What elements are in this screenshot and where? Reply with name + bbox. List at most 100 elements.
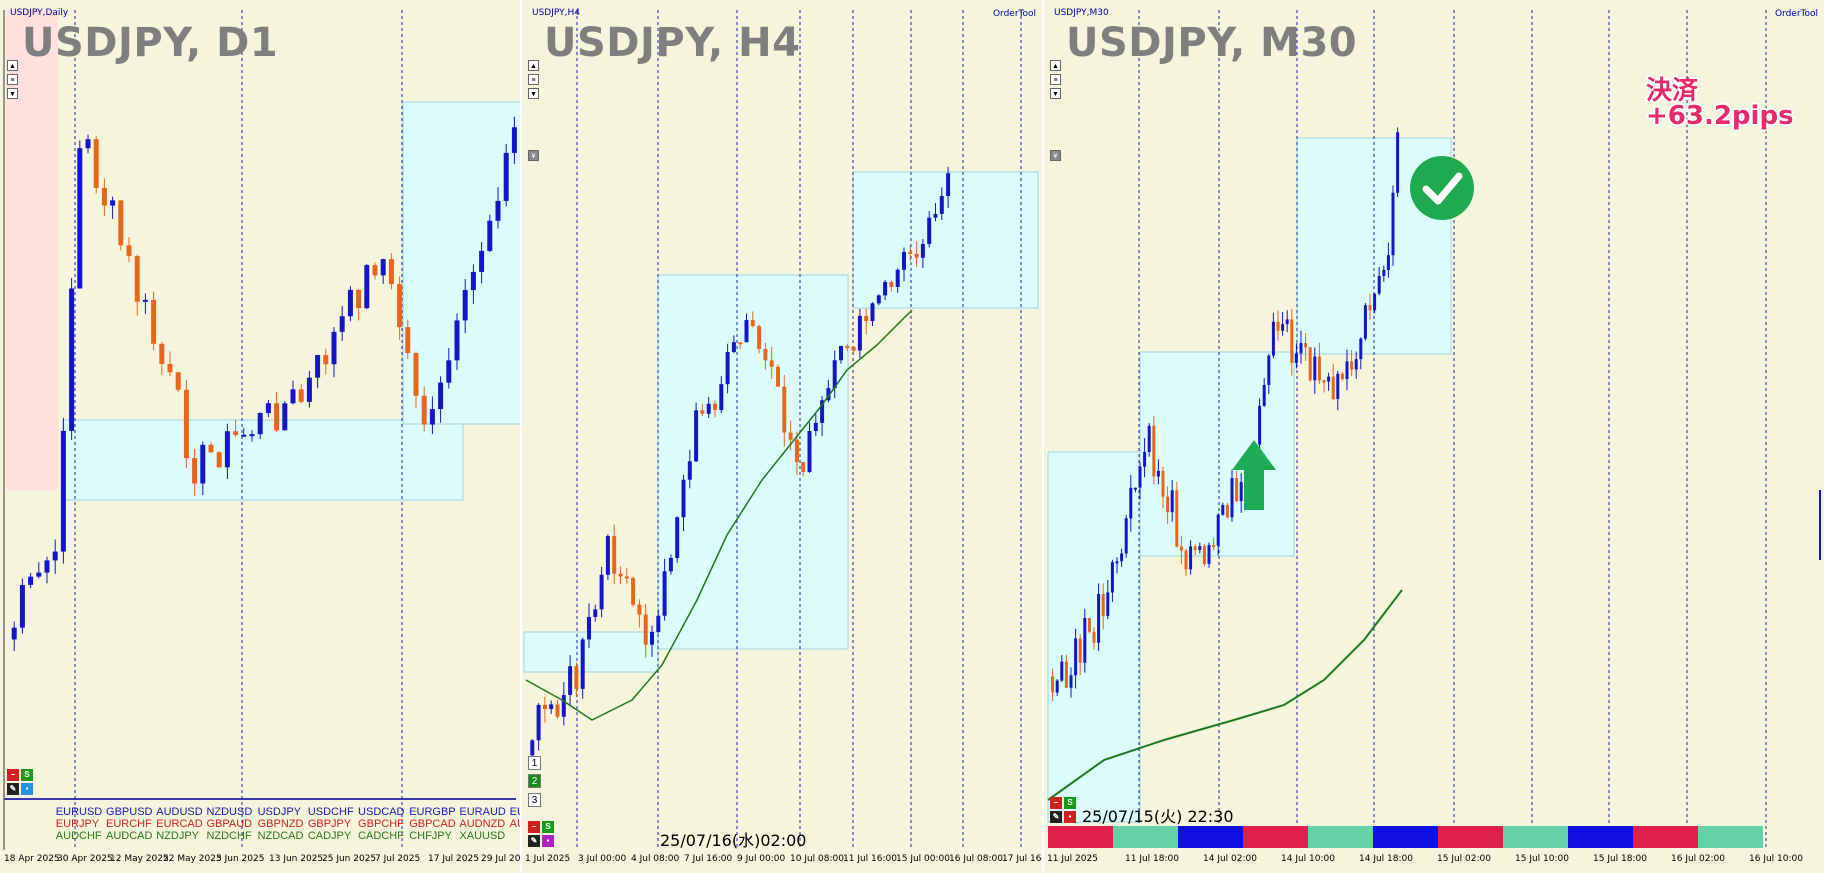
- m30-candle-body: [1368, 305, 1372, 311]
- m30-candle-body: [1124, 518, 1128, 554]
- m30-square-icon[interactable]: ▪: [1064, 811, 1076, 823]
- currency-pair-link[interactable]: NZDCHF: [206, 830, 252, 842]
- h4-square-icon[interactable]: ▪: [542, 835, 554, 847]
- m30-s-button[interactable]: S: [1064, 797, 1076, 809]
- level-button-3[interactable]: 3: [528, 793, 541, 807]
- currency-pair-link[interactable]: EURGBP: [409, 806, 456, 818]
- h4-candle-body: [908, 251, 913, 254]
- currency-pair-link[interactable]: NZDJPY: [156, 830, 200, 842]
- time-axis-label: 3 Jun 2025: [216, 854, 265, 864]
- d1-square-icon[interactable]: ▪: [21, 783, 33, 795]
- timeframe-icon[interactable]: ≡: [1050, 74, 1061, 85]
- m30-candle-body: [1101, 594, 1105, 616]
- scroll-down-icon[interactable]: ▼: [7, 88, 18, 99]
- chart-panel-d1[interactable]: USDJPY,Daily USDJPY, D1 ▲ ≡ ▼ − S ✎ ▪ EU…: [0, 0, 520, 873]
- d1-minus-button[interactable]: −: [7, 769, 19, 781]
- currency-pair-link[interactable]: GBPCAD: [409, 818, 456, 830]
- currency-pair-link[interactable]: GBPUSD: [106, 806, 153, 818]
- h4-chart-canvas: [522, 0, 1042, 873]
- timeframe-icon[interactable]: ≡: [528, 74, 539, 85]
- m30-ordertool-label[interactable]: OrderTool: [1774, 9, 1818, 19]
- h4-candle-body: [656, 615, 661, 632]
- h4-ordertool-label[interactable]: OrderTool: [992, 9, 1036, 19]
- h4-s-button[interactable]: S: [542, 821, 554, 833]
- chart-panel-h4[interactable]: USDJPY,H4 OrderTool USDJPY, H4 ▲ ≡ ▼ ¥ 1…: [522, 0, 1042, 873]
- m30-candle-body: [1189, 546, 1193, 570]
- d1-candle-body: [233, 431, 239, 435]
- currency-pair-link[interactable]: AUDCHF: [55, 830, 102, 842]
- h4-candle-body: [845, 345, 850, 348]
- time-axis-label: 7 Jul 2025: [375, 854, 421, 864]
- h4-brush-icon[interactable]: ✎: [528, 835, 540, 847]
- m30-candle-body: [1184, 550, 1188, 570]
- currency-pair-link[interactable]: GBPCHF: [358, 818, 404, 830]
- h4-candle-body: [675, 517, 680, 558]
- d1-candle-body: [151, 299, 157, 344]
- currency-pair-link[interactable]: AUDNZD: [459, 818, 506, 830]
- currency-pair-link[interactable]: EURCAD: [156, 818, 203, 830]
- h4-candle-body: [763, 348, 768, 361]
- currency-pair-link[interactable]: GBPJPY: [307, 818, 352, 830]
- currency-pair-link[interactable]: EURUSD: [55, 806, 103, 818]
- currency-pair-link[interactable]: AUDUSD: [156, 806, 203, 818]
- d1-candle-body: [175, 372, 181, 390]
- time-axis-label: 18 Apr 2025: [4, 854, 60, 864]
- d1-s-button[interactable]: S: [21, 769, 33, 781]
- marker-icon[interactable]: ¥: [528, 150, 539, 161]
- chart-panel-m30[interactable]: USDJPY,M30 OrderTool USDJPY, M30 ▲ ≡ ▼ ¥…: [1044, 0, 1824, 873]
- currency-pair-link[interactable]: EURAUD: [459, 806, 506, 818]
- h4-candle-body: [870, 303, 875, 322]
- currency-pair-link[interactable]: GBPNZD: [257, 818, 304, 830]
- d1-candle-body: [19, 584, 25, 628]
- marker-icon[interactable]: ¥: [1050, 150, 1061, 161]
- m30-window-title: USDJPY,M30: [1054, 8, 1109, 18]
- level-button-2[interactable]: 2: [528, 774, 541, 788]
- scroll-down-icon[interactable]: ▼: [1050, 88, 1061, 99]
- m30-candle-body: [1143, 451, 1147, 467]
- scroll-down-icon[interactable]: ▼: [528, 88, 539, 99]
- scroll-up-icon[interactable]: ▲: [528, 60, 539, 71]
- currency-pair-link[interactable]: EURCHF: [106, 818, 152, 830]
- level-button-1[interactable]: 1: [528, 756, 541, 770]
- d1-candle-body: [503, 152, 509, 201]
- h4-minus-button[interactable]: −: [528, 821, 540, 833]
- time-axis-label: 14 Jul 18:00: [1359, 854, 1413, 864]
- h4-candle-body: [939, 196, 944, 214]
- h4-candle-body: [895, 269, 900, 287]
- currency-pair-link[interactable]: EURNZD: [509, 806, 520, 818]
- currency-pair-link[interactable]: CADJPY: [307, 830, 352, 842]
- m30-minus-button[interactable]: −: [1050, 797, 1062, 809]
- m30-candle-body: [1133, 487, 1137, 490]
- range-box: [402, 101, 520, 425]
- h4-candle-body: [700, 410, 705, 414]
- currency-pair-link[interactable]: NZDUSD: [206, 806, 253, 818]
- d1-candle-body: [429, 409, 435, 425]
- currency-pair-link[interactable]: CHFJPY: [409, 830, 452, 842]
- m30-brush-icon[interactable]: ✎: [1050, 811, 1062, 823]
- currency-pair-link[interactable]: NZDCAD: [257, 830, 304, 842]
- currency-pair-link[interactable]: GBPAUD: [206, 818, 253, 830]
- h4-candle-body: [776, 366, 780, 387]
- currency-pair-link[interactable]: USDCAD: [358, 806, 405, 818]
- currency-pair-link[interactable]: AUDJPY: [509, 818, 520, 830]
- moving-average-line: [525, 309, 913, 721]
- currency-pair-link[interactable]: AUDCAD: [106, 830, 153, 842]
- session-strip-segment: [1178, 826, 1243, 848]
- scroll-up-icon[interactable]: ▲: [7, 60, 18, 71]
- m30-candle-body: [1175, 490, 1179, 547]
- currency-pair-link[interactable]: CADCHF: [358, 830, 404, 842]
- timeframe-icon[interactable]: ≡: [7, 74, 18, 85]
- d1-candle-body: [85, 139, 91, 149]
- h4-candle-body: [794, 439, 799, 463]
- h4-candle-body: [580, 639, 585, 689]
- h4-candle-body: [788, 432, 793, 440]
- currency-pair-link[interactable]: XAUUSD: [459, 830, 506, 842]
- currency-pair-link[interactable]: USDCHF: [307, 806, 354, 818]
- d1-candle-body: [511, 127, 517, 153]
- currency-pair-link[interactable]: EURJPY: [55, 818, 100, 830]
- m30-candle-body: [1281, 324, 1285, 331]
- m30-candle-body: [1391, 192, 1395, 256]
- scroll-up-icon[interactable]: ▲: [1050, 60, 1061, 71]
- d1-brush-icon[interactable]: ✎: [7, 783, 19, 795]
- currency-pair-link[interactable]: USDJPY: [257, 806, 302, 818]
